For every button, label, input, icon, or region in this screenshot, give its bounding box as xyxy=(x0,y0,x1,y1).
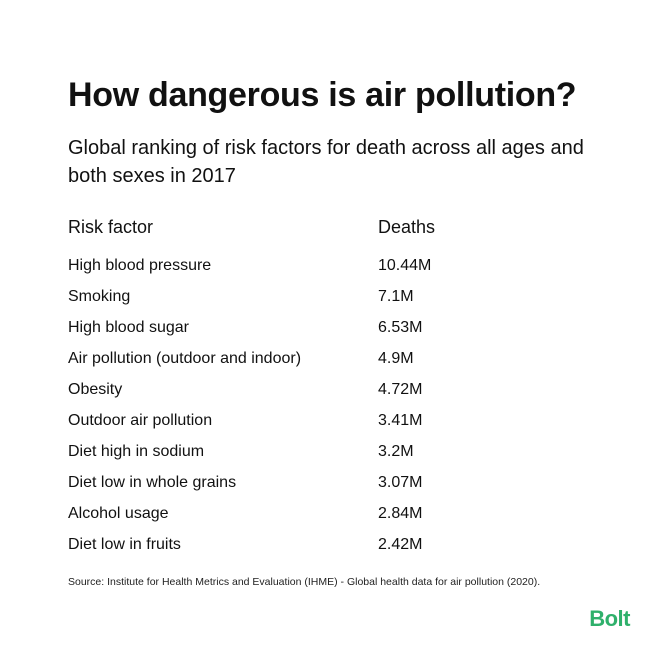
table-row: Air pollution (outdoor and indoor) 4.9M xyxy=(68,343,588,374)
column-header-risk-factor: Risk factor xyxy=(68,216,154,237)
deaths-cell: 6.53M xyxy=(378,318,423,336)
table-row: High blood sugar 6.53M xyxy=(68,312,588,343)
page-subtitle: Global ranking of risk factors for death… xyxy=(68,137,584,187)
source-note: Source: Institute for Health Metrics and… xyxy=(68,576,541,588)
table-row: Alcohol usage 2.84M xyxy=(68,498,588,529)
risk-factor-cell: High blood sugar xyxy=(68,318,189,336)
deaths-cell: 3.2M xyxy=(378,442,414,460)
risk-factor-cell: Outdoor air pollution xyxy=(68,411,213,429)
deaths-cell: 2.42M xyxy=(378,535,423,553)
risk-factor-cell: High blood pressure xyxy=(68,256,212,274)
deaths-cell: 3.07M xyxy=(378,473,423,491)
deaths-cell: 3.41M xyxy=(378,411,423,429)
table-body: High blood pressure 10.44M Smoking 7.1M High… xyxy=(68,250,588,560)
table-header-row: Risk factor Deaths xyxy=(68,212,588,242)
table-row: Diet low in whole grains 3.07M xyxy=(68,467,588,498)
page-title: How dangerous is air pollution? xyxy=(68,76,577,114)
deaths-cell: 7.1M xyxy=(378,287,414,305)
bolt-logo: Bolt xyxy=(589,606,630,631)
deaths-cell: 2.84M xyxy=(378,504,423,522)
risk-factor-cell: Air pollution (outdoor and indoor) xyxy=(68,349,302,367)
table-row: Obesity 4.72M xyxy=(68,374,588,405)
risk-factor-cell: Alcohol usage xyxy=(68,504,169,522)
deaths-cell: 4.72M xyxy=(378,380,423,398)
risk-factor-cell: Obesity xyxy=(68,380,123,398)
risk-factor-cell: Diet low in whole grains xyxy=(68,473,237,491)
deaths-cell: 10.44M xyxy=(378,256,432,274)
risk-factor-table: Risk factor Deaths High blood pressure 10… xyxy=(68,212,588,560)
risk-factor-cell: Smoking xyxy=(68,287,131,305)
risk-factor-cell: Diet low in fruits xyxy=(68,535,181,553)
deaths-cell: 4.9M xyxy=(378,349,414,367)
table-row: Outdoor air pollution 3.41M xyxy=(68,405,588,436)
table-row: Diet low in fruits 2.42M xyxy=(68,529,588,560)
risk-factor-cell: Diet high in sodium xyxy=(68,442,205,460)
table-row: Smoking 7.1M xyxy=(68,281,588,312)
column-header-deaths: Deaths xyxy=(378,216,436,237)
table-row: Diet high in sodium 3.2M xyxy=(68,436,588,467)
table-row: High blood pressure 10.44M xyxy=(68,250,588,281)
